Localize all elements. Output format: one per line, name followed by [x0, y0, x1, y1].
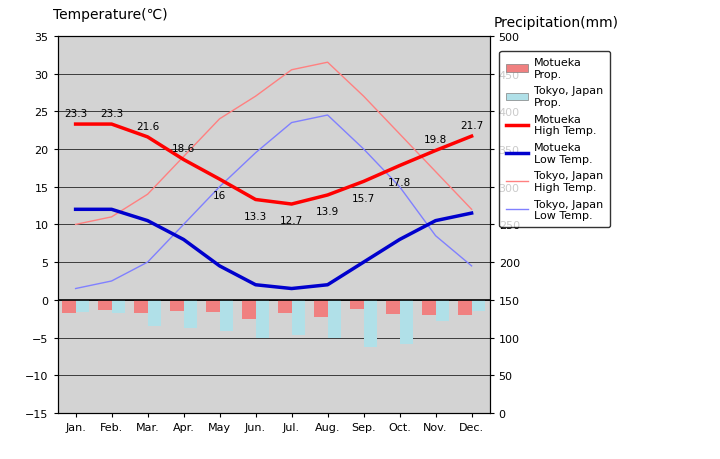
- Bar: [350, 300, 364, 309]
- Bar: [148, 300, 161, 327]
- Text: 21.6: 21.6: [136, 122, 159, 132]
- Bar: [278, 300, 292, 313]
- Bar: [134, 300, 148, 313]
- Bar: [184, 300, 197, 328]
- Bar: [386, 300, 400, 314]
- Bar: [472, 300, 485, 312]
- Bar: [170, 300, 184, 312]
- Bar: [400, 300, 413, 345]
- Bar: [422, 300, 436, 315]
- Bar: [256, 300, 269, 338]
- Legend: Motueka
Prop., Tokyo, Japan
Prop., Motueka
High Temp., Motueka
Low Temp., Tokyo,: Motueka Prop., Tokyo, Japan Prop., Motue…: [500, 51, 610, 227]
- Bar: [242, 300, 256, 319]
- Text: Precipitation(mm): Precipitation(mm): [493, 16, 618, 30]
- Text: 21.7: 21.7: [460, 121, 483, 131]
- Text: 18.6: 18.6: [172, 144, 195, 154]
- Text: 16: 16: [213, 191, 226, 201]
- Text: 13.3: 13.3: [244, 211, 267, 221]
- Bar: [98, 300, 112, 310]
- Bar: [458, 300, 472, 315]
- Bar: [112, 300, 125, 313]
- Bar: [62, 300, 76, 313]
- Bar: [364, 300, 377, 347]
- Bar: [206, 300, 220, 312]
- Text: 23.3: 23.3: [64, 109, 87, 119]
- Text: 12.7: 12.7: [280, 216, 303, 226]
- Bar: [436, 300, 449, 321]
- Text: 17.8: 17.8: [388, 178, 411, 187]
- Text: 13.9: 13.9: [316, 207, 339, 217]
- Bar: [76, 300, 89, 312]
- Text: Temperature(℃): Temperature(℃): [53, 8, 168, 22]
- Text: 15.7: 15.7: [352, 193, 375, 203]
- Text: 19.8: 19.8: [424, 135, 447, 145]
- Text: 23.3: 23.3: [100, 109, 123, 119]
- Bar: [220, 300, 233, 331]
- Bar: [328, 300, 341, 338]
- Bar: [314, 300, 328, 318]
- Bar: [292, 300, 305, 335]
